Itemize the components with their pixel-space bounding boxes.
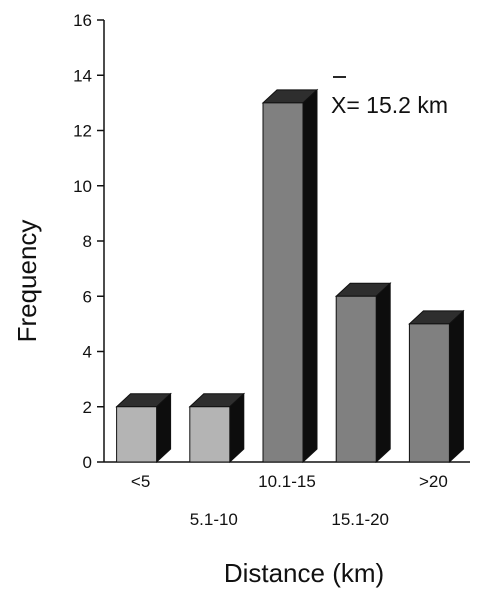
bars	[115, 88, 465, 464]
x-tick-label: 10.1-15	[258, 472, 316, 491]
y-tick-label: 10	[73, 177, 92, 196]
mean-annotation: X= 15.2 km	[331, 76, 448, 118]
x-tick-label: 15.1-20	[331, 510, 389, 529]
bar	[115, 392, 172, 464]
mean-annotation-text: X= 15.2 km	[331, 92, 448, 118]
bar-side-face	[448, 309, 464, 464]
y-tick-label: 0	[83, 453, 92, 472]
y-ticks: 0 2 4 6 8 10 12 14 16	[73, 11, 104, 472]
bar	[334, 282, 392, 464]
bar-side-face	[375, 282, 391, 464]
bar-side-face	[302, 88, 318, 464]
y-tick-label: 14	[73, 66, 92, 85]
bar-front-face	[335, 295, 377, 463]
x-axis-title: Distance (km)	[224, 558, 384, 588]
bar	[261, 88, 319, 464]
y-tick-label: 8	[83, 232, 92, 251]
y-tick-label: 16	[73, 11, 92, 30]
bar	[408, 309, 465, 464]
y-tick-label: 6	[83, 287, 92, 306]
bar-front-face	[408, 323, 450, 463]
y-axis-title: Frequency	[12, 220, 42, 343]
y-tick-label: 2	[83, 398, 92, 417]
x-tick-labels: <5 5.1-10 10.1-15 15.1-20 >20	[131, 472, 448, 529]
x-tick-label: >20	[419, 472, 448, 491]
bar	[188, 392, 246, 464]
bar-front-face	[116, 406, 158, 463]
x-tick-label: 5.1-10	[190, 510, 238, 529]
y-tick-label: 4	[83, 343, 92, 362]
bar-front-face	[262, 102, 304, 463]
x-tick-label: <5	[131, 472, 150, 491]
y-tick-label: 12	[73, 122, 92, 141]
bar-front-face	[189, 406, 231, 463]
